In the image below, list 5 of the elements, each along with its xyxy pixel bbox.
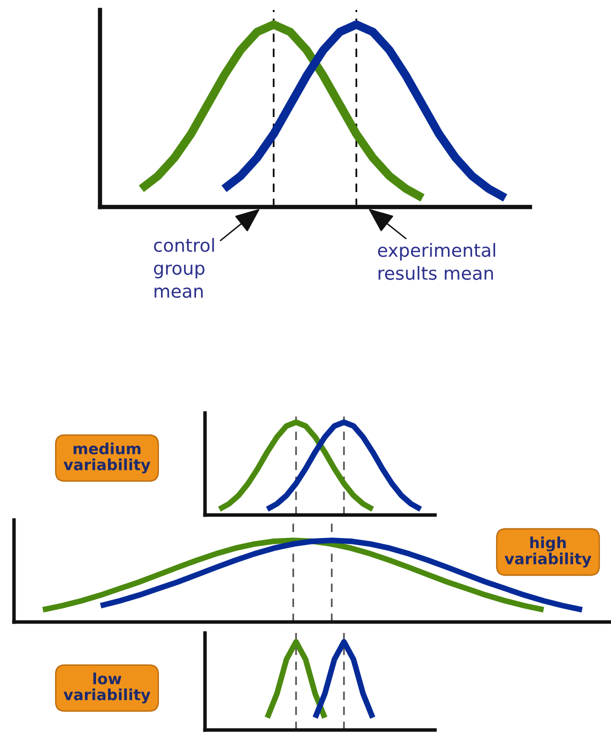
text: control group mean [154,238,214,298]
annotation: high variability [504,536,592,568]
text: experimental results mean [378,243,496,280]
text: medium variability [64,442,150,474]
text: low variability [64,672,150,704]
